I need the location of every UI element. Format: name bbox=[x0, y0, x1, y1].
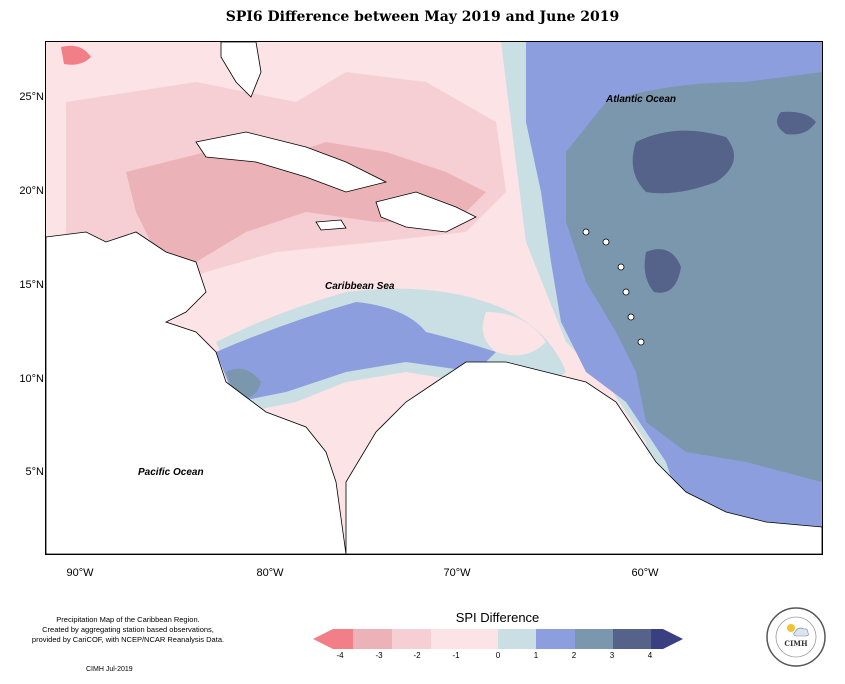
legend-title: SPI Difference bbox=[455, 610, 540, 625]
lat-label-15: 15°N bbox=[19, 279, 44, 291]
legend-tick: -2 bbox=[413, 651, 421, 660]
zone-p1-carib bbox=[216, 302, 496, 402]
land-island-e bbox=[627, 313, 635, 321]
legend-swatch-p2 bbox=[575, 629, 613, 649]
map-notes: Precipitation Map of the Caribbean Regio… bbox=[8, 615, 248, 645]
label-caribbean-sea: Caribbean Sea bbox=[325, 281, 395, 292]
legend-tick: 0 bbox=[495, 651, 501, 660]
land-island-b bbox=[602, 238, 610, 246]
legend-colorbar bbox=[313, 629, 683, 649]
zone-p3-c bbox=[777, 111, 816, 135]
legend-swatch-p4 bbox=[651, 629, 683, 649]
lat-label-25: 25°N bbox=[19, 91, 44, 103]
land-florida bbox=[220, 42, 262, 98]
notes-line-1: Precipitation Map of the Caribbean Regio… bbox=[56, 615, 200, 624]
legend-tick: -1 bbox=[452, 651, 460, 660]
land-island-f bbox=[637, 338, 645, 346]
legend-tick: -3 bbox=[375, 651, 383, 660]
land-south-america bbox=[345, 361, 822, 554]
legend-swatch-m2 bbox=[392, 629, 431, 649]
land-central-america bbox=[46, 231, 347, 554]
zone-p3-b bbox=[644, 249, 681, 293]
land-island-d bbox=[622, 288, 630, 296]
label-atlantic-ocean: Atlantic Ocean bbox=[606, 94, 677, 105]
zone-m1-south bbox=[482, 312, 546, 356]
cimh-logo-icon: CIMH bbox=[766, 607, 826, 667]
zone-p2-east bbox=[566, 72, 822, 482]
notes-line-3: provided by CariCOF, with NCEP/NCAR Rean… bbox=[31, 635, 225, 644]
legend-tick: 2 bbox=[571, 651, 577, 660]
zone-p3-a bbox=[632, 130, 734, 194]
legend-swatch-p1 bbox=[536, 629, 575, 649]
zone-m3-west bbox=[126, 142, 486, 262]
lon-label-60: 60°W bbox=[631, 567, 659, 579]
label-pacific-ocean: Pacific Ocean bbox=[138, 467, 204, 478]
lat-label-5: 5°N bbox=[25, 466, 44, 478]
zone-m4-nw bbox=[61, 45, 91, 65]
legend-swatch-m4 bbox=[313, 629, 353, 649]
credit-text: CIMH Jul-2019 bbox=[86, 666, 133, 673]
land-island-c bbox=[617, 263, 625, 271]
land-masses bbox=[46, 42, 822, 554]
logo-text: CIMH bbox=[784, 639, 808, 648]
map-title: SPI6 Difference between May 2019 and Jun… bbox=[225, 9, 620, 25]
spi-difference-map bbox=[46, 42, 822, 554]
land-island-a bbox=[582, 228, 590, 236]
legend-tick: 3 bbox=[609, 651, 615, 660]
legend-swatch-p3 bbox=[613, 629, 651, 649]
legend-tick: 1 bbox=[533, 651, 539, 660]
legend-swatch-m1 bbox=[431, 629, 498, 649]
legend-tick: -4 bbox=[336, 651, 344, 660]
notes-line-2: Created by aggregating station based obs… bbox=[42, 625, 214, 634]
land-jamaica bbox=[315, 219, 347, 231]
land-cuba bbox=[195, 131, 388, 193]
lat-label-20: 20°N bbox=[19, 185, 44, 197]
land-hispaniola bbox=[375, 191, 477, 233]
lat-label-10: 10°N bbox=[19, 373, 44, 385]
lon-label-90: 90°W bbox=[66, 567, 94, 579]
legend-swatch-m3 bbox=[353, 629, 392, 649]
lon-label-70: 70°W bbox=[443, 567, 471, 579]
legend-swatch-z0 bbox=[498, 629, 536, 649]
legend-tick: 4 bbox=[647, 651, 653, 660]
map-area bbox=[45, 41, 823, 555]
lon-label-80: 80°W bbox=[256, 567, 284, 579]
